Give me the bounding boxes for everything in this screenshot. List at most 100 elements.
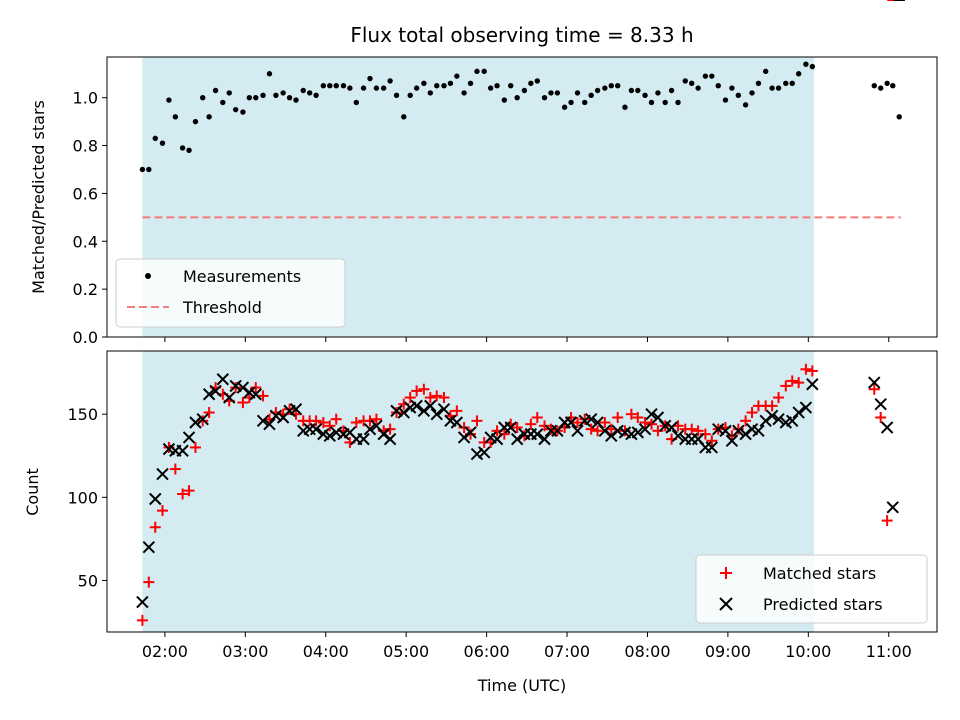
- matched-star-point: [183, 485, 195, 497]
- predicted-star-point: [665, 421, 678, 434]
- measurement-point: [152, 135, 158, 142]
- top-y-tick-label: 0.8: [73, 137, 98, 156]
- measurement-point: [192, 118, 199, 125]
- measurement-point: [320, 83, 327, 89]
- predicted-star-point: [142, 540, 156, 554]
- predicted-star-point: [477, 446, 491, 459]
- measurement-point: [280, 90, 286, 96]
- measurement-point: [380, 85, 387, 91]
- matched-star-point: [732, 423, 744, 435]
- measurement-point: [884, 80, 890, 87]
- predicted-star-point: [470, 447, 484, 461]
- matched-star-point: [189, 441, 201, 453]
- measurement-point: [783, 80, 789, 87]
- measurement-point: [441, 83, 447, 89]
- bottom-legend-box: [695, 554, 928, 624]
- bottom-y-tick-label: 150: [67, 405, 98, 424]
- measurement-point: [501, 97, 508, 103]
- bottom-y-axis-title: Count: [23, 468, 42, 516]
- bottom-plot-frame: [106, 350, 938, 633]
- measurement-point: [534, 78, 540, 84]
- predicted-star-point: [397, 406, 410, 419]
- top-y-tick-label: 0.2: [73, 280, 98, 299]
- predicted-star-point: [732, 424, 745, 438]
- predicted-star-point: [464, 426, 477, 439]
- measurement-point: [702, 73, 709, 79]
- matched-star-point: [793, 377, 805, 389]
- measurement-point: [427, 90, 434, 96]
- measurement-point: [146, 166, 152, 173]
- matched-star-point: [156, 505, 168, 517]
- predicted-star-point: [886, 501, 899, 514]
- matched-star-point: [438, 392, 450, 404]
- measurement-point: [789, 80, 795, 87]
- measurement-point: [554, 90, 561, 96]
- matched-star-point: [364, 415, 376, 427]
- measurement-point: [635, 87, 641, 94]
- predicted-star-point: [156, 467, 169, 481]
- matched-star-point: [706, 435, 718, 447]
- predicted-star-point: [357, 432, 370, 446]
- bottom-x-tick-label: 04:00: [303, 642, 349, 661]
- matched-star-point: [612, 412, 624, 424]
- predicted-star-point: [256, 414, 270, 428]
- measurement-point: [172, 114, 179, 120]
- top-plot-frame: [106, 56, 938, 338]
- measurement-point: [528, 80, 534, 87]
- legend-label-threshold: Threshold: [182, 298, 262, 317]
- measurement-point: [521, 87, 528, 94]
- predicted-star-point: [504, 421, 517, 434]
- measurement-point: [300, 87, 306, 94]
- matched-star-point: [431, 390, 443, 402]
- matched-star-point: [498, 428, 510, 440]
- matched-star-point: [177, 488, 189, 500]
- measurement-point: [755, 80, 762, 87]
- predicted-star-point: [759, 414, 772, 428]
- predicted-stars-points: [136, 0, 905, 609]
- measurement-point: [333, 83, 339, 89]
- bottom-x-tick-label: 05:00: [383, 642, 429, 661]
- predicted-star-point: [430, 407, 443, 421]
- matched-star-point: [531, 412, 543, 424]
- measurement-point: [166, 97, 172, 103]
- measurement-point: [467, 80, 474, 87]
- matched-star-point: [652, 425, 664, 437]
- matched-star-point: [458, 421, 470, 433]
- measurement-point: [642, 92, 648, 98]
- measurement-point: [293, 97, 299, 103]
- measurement-point: [494, 83, 500, 89]
- top-legend: Measurements Threshold: [115, 258, 346, 328]
- legend-label-matched: Matched stars: [763, 564, 876, 583]
- matched-star-point: [391, 407, 403, 419]
- predicted-star-point: [223, 391, 236, 404]
- bottom-x-tick-label: 06:00: [464, 642, 510, 661]
- measurement-point: [574, 90, 581, 96]
- predicted-star-point: [209, 384, 222, 398]
- measurement-point: [890, 83, 896, 89]
- measurement-point: [762, 68, 769, 75]
- measurement-point: [735, 92, 742, 98]
- predicted-star-point: [410, 399, 423, 413]
- measurement-point: [240, 109, 246, 115]
- predicted-star-point: [383, 432, 397, 446]
- matched-star-point: [418, 383, 430, 395]
- top-y-tick-label: 1.0: [73, 89, 98, 108]
- matched-star-point: [645, 418, 657, 430]
- measurement-point: [809, 63, 816, 70]
- measurement-point: [387, 78, 393, 84]
- predicted-star-point: [424, 399, 437, 413]
- measurement-point: [246, 94, 253, 101]
- matched-star-point: [692, 425, 704, 437]
- measurement-point: [253, 94, 259, 101]
- matched-star-point: [881, 515, 893, 527]
- measurement-point: [413, 85, 420, 91]
- top-y-axis-title: Matched/Predicted stars: [29, 100, 48, 294]
- predicted-star-point: [806, 378, 819, 391]
- matched-star-point: [592, 425, 604, 437]
- predicted-star-point: [880, 421, 894, 434]
- matched-star-point: [230, 382, 242, 394]
- predicted-star-point: [874, 397, 887, 411]
- measurement-point: [803, 61, 809, 67]
- measurement-point: [481, 68, 487, 75]
